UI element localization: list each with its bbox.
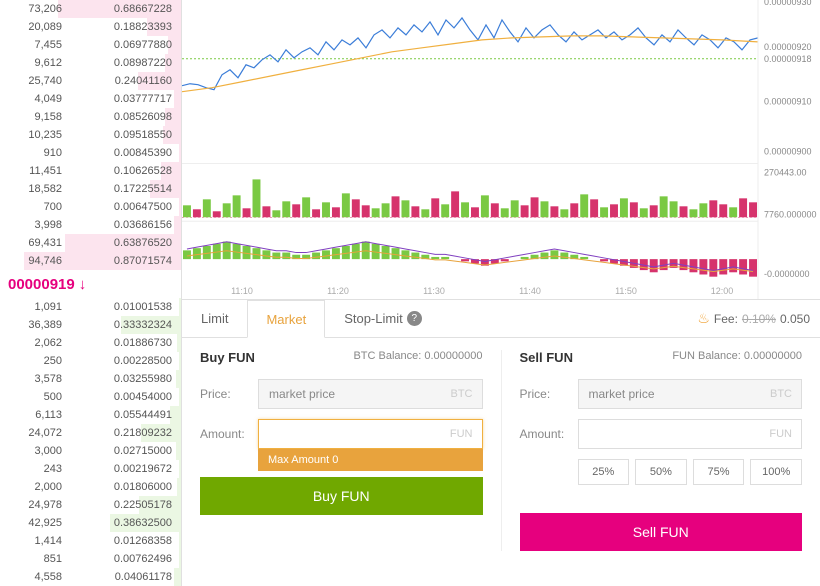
svg-text:11:30: 11:30: [423, 286, 445, 296]
tab-stop-limit[interactable]: Stop-Limit ?: [325, 300, 441, 338]
buy-price-unit: BTC: [451, 388, 473, 400]
orderbook-buy-row[interactable]: 2430.00219672: [0, 460, 181, 478]
orderbook: 73,2060.6866722820,0890.188233937,4550.0…: [0, 0, 182, 586]
orderbook-buy-row[interactable]: 36,3890.33332324: [0, 316, 181, 334]
orderbook-sell-row[interactable]: 20,0890.18823393: [0, 18, 181, 36]
orderbook-buy-row[interactable]: 24,0720.21809232: [0, 424, 181, 442]
sell-panel: Sell FUN FUN Balance: 0.00000000 Price: …: [502, 350, 820, 551]
orderbook-sell-row[interactable]: 9100.00845390: [0, 144, 181, 162]
tab-stop-limit-label: Stop-Limit: [344, 311, 403, 326]
buy-title: Buy FUN: [200, 350, 255, 365]
orderbook-buy-row[interactable]: 1,0910.01001538: [0, 298, 181, 316]
sell-price-input: [578, 379, 803, 409]
orderbook-sell-row[interactable]: 69,4310.63876520: [0, 234, 181, 252]
orderbook-buy-row[interactable]: 4,5580.04061178: [0, 568, 181, 586]
sell-price-unit: BTC: [770, 388, 792, 400]
orderbook-buy-row[interactable]: 2,0620.01886730: [0, 334, 181, 352]
svg-text:270443.00: 270443.00: [764, 167, 806, 177]
orderbook-buy-row[interactable]: 2,0000.01806000: [0, 478, 181, 496]
price-value: 00000919: [8, 276, 75, 293]
orderbook-sell-row[interactable]: 9,6120.08987220: [0, 54, 181, 72]
orderbook-sell-row[interactable]: 18,5820.17225514: [0, 180, 181, 198]
tab-limit[interactable]: Limit: [182, 300, 247, 338]
orderbook-sell-row[interactable]: 7000.00647500: [0, 198, 181, 216]
orderbook-buy-row[interactable]: 6,1130.05544491: [0, 406, 181, 424]
buy-balance: BTC Balance: 0.00000000: [353, 350, 482, 365]
svg-text:11:50: 11:50: [615, 286, 637, 296]
svg-text:7760.000000: 7760.000000: [764, 209, 816, 219]
sell-balance: FUN Balance: 0.00000000: [672, 350, 802, 365]
orderbook-buy-row[interactable]: 2500.00228500: [0, 352, 181, 370]
svg-text:11:20: 11:20: [327, 286, 349, 296]
orderbook-sell-row[interactable]: 11,4510.10626528: [0, 162, 181, 180]
svg-text:0.00000920: 0.00000920: [764, 42, 811, 52]
svg-text:11:40: 11:40: [519, 286, 541, 296]
pct-button[interactable]: 75%: [693, 459, 745, 485]
orderbook-sell-row[interactable]: 10,2350.09518550: [0, 126, 181, 144]
buy-button[interactable]: Buy FUN: [200, 477, 483, 515]
orderbook-buy-row[interactable]: 5000.00454000: [0, 388, 181, 406]
sell-amount-unit: FUN: [769, 428, 792, 440]
orderbook-buy-row[interactable]: 1,4140.01268358: [0, 532, 181, 550]
orderbook-buy-row[interactable]: 8510.00762496: [0, 550, 181, 568]
max-amount-tooltip: Max Amount 0: [258, 449, 483, 471]
flame-icon: ♨: [697, 310, 710, 327]
buy-price-label: Price:: [200, 387, 258, 401]
fee-label: Fee:: [714, 312, 738, 326]
pct-button[interactable]: 100%: [750, 459, 802, 485]
buy-amount-label: Amount:: [200, 427, 258, 441]
sell-price-label: Price:: [520, 387, 578, 401]
svg-text:11:10: 11:10: [231, 286, 253, 296]
order-tabs: Limit Market Stop-Limit ? ♨ Fee: 0.10% 0…: [182, 300, 820, 338]
svg-text:-0.0000000: -0.0000000: [764, 269, 809, 279]
svg-text:0.00000900: 0.00000900: [764, 146, 811, 156]
orderbook-sell-row[interactable]: 4,0490.03777717: [0, 90, 181, 108]
fee-strike: 0.10%: [742, 312, 776, 326]
sell-button[interactable]: Sell FUN: [520, 513, 803, 551]
orderbook-buy-row[interactable]: 24,9780.22505178: [0, 496, 181, 514]
pct-button[interactable]: 25%: [578, 459, 630, 485]
fee-info: ♨ Fee: 0.10% 0.050: [697, 310, 810, 327]
tab-market[interactable]: Market: [247, 300, 325, 338]
svg-text:12:00: 12:00: [711, 286, 733, 296]
orderbook-sell-row[interactable]: 25,7400.24041160: [0, 72, 181, 90]
orderbook-buy-row[interactable]: 42,9250.38632500: [0, 514, 181, 532]
price-chart[interactable]: 0.00000930 0.00000920 0.00000918 0.00000910…: [182, 0, 820, 300]
sell-amount-label: Amount:: [520, 427, 578, 441]
svg-text:0.00000930: 0.00000930: [764, 0, 811, 7]
orderbook-last-price: 00000919 ↓: [0, 270, 181, 298]
orderbook-buy-row[interactable]: 3,0000.02715000: [0, 442, 181, 460]
orderbook-buy-row[interactable]: 3,5780.03255980: [0, 370, 181, 388]
svg-text:0.00000918: 0.00000918: [764, 54, 811, 64]
svg-text:0.00000910: 0.00000910: [764, 97, 811, 107]
fee-value: 0.050: [780, 312, 810, 326]
buy-panel: Buy FUN BTC Balance: 0.00000000 Price: B…: [182, 350, 502, 551]
orderbook-sell-row[interactable]: 7,4550.06977880: [0, 36, 181, 54]
buy-price-input: [258, 379, 483, 409]
buy-amount-input[interactable]: [258, 419, 483, 449]
buy-amount-unit: FUN: [450, 428, 473, 440]
price-arrow-icon: ↓: [79, 276, 87, 293]
sell-amount-input[interactable]: [578, 419, 803, 449]
orderbook-sell-row[interactable]: 94,7460.87071574: [0, 252, 181, 270]
help-icon[interactable]: ?: [407, 311, 422, 326]
sell-title: Sell FUN: [520, 350, 573, 365]
orderbook-sell-row[interactable]: 3,9980.03686156: [0, 216, 181, 234]
orderbook-sell-row[interactable]: 73,2060.68667228: [0, 0, 181, 18]
pct-button[interactable]: 50%: [635, 459, 687, 485]
orderbook-sell-row[interactable]: 9,1580.08526098: [0, 108, 181, 126]
